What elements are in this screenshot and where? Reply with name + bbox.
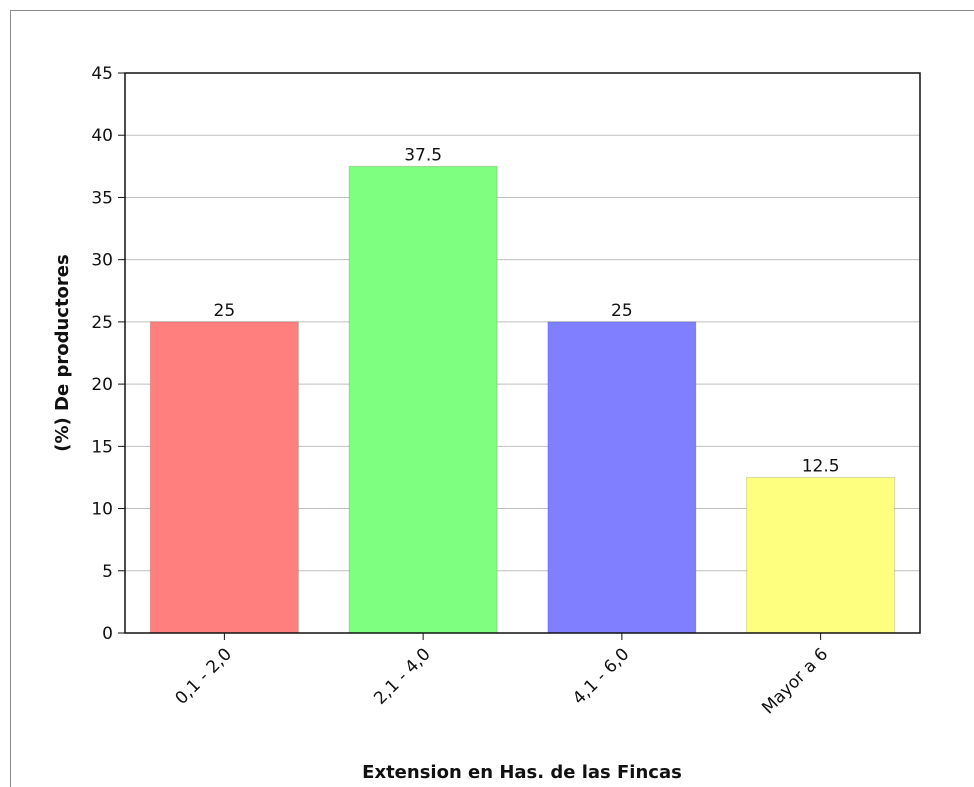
y-tick-label: 10 [91, 500, 113, 520]
bar [547, 321, 697, 634]
bar [348, 165, 498, 634]
y-tick-label: 20 [91, 375, 113, 395]
y-tick-label: 35 [91, 188, 113, 208]
y-tick-label: 0 [102, 624, 113, 644]
y-tick-label: 5 [102, 562, 113, 582]
x-tick-label: 2,1 - 4,0 [370, 644, 434, 708]
data-label: 37.5 [404, 145, 442, 165]
x-tick-label: 0,1 - 2,0 [172, 644, 236, 708]
x-tick-label: 4,1 - 6,0 [569, 644, 633, 708]
y-tick-label: 30 [91, 251, 113, 271]
y-tick-label: 25 [91, 313, 113, 333]
y-axis-ticks: 0 5 10 15 20 25 30 35 40 45 [91, 64, 125, 644]
y-axis-title: (%) De productores [52, 254, 73, 451]
data-label: 12.5 [802, 456, 840, 476]
y-tick-label: 40 [91, 126, 113, 146]
bars [149, 165, 896, 634]
data-label: 25 [611, 301, 633, 321]
data-label: 25 [214, 301, 236, 321]
y-tick-label: 15 [91, 437, 113, 457]
plot-area-border [124, 72, 921, 634]
bar [746, 476, 896, 634]
bar [149, 321, 299, 634]
y-tick-label: 45 [91, 64, 113, 84]
x-axis-ticks: 0,1 - 2,0 2,1 - 4,0 4,1 - 6,0 Mayor a 6 [172, 633, 832, 718]
data-labels: 25 37.5 25 12.5 [214, 145, 840, 476]
x-tick-label: Mayor a 6 [758, 644, 832, 718]
x-axis-title: Extension en Has. de las Fincas [362, 762, 682, 783]
